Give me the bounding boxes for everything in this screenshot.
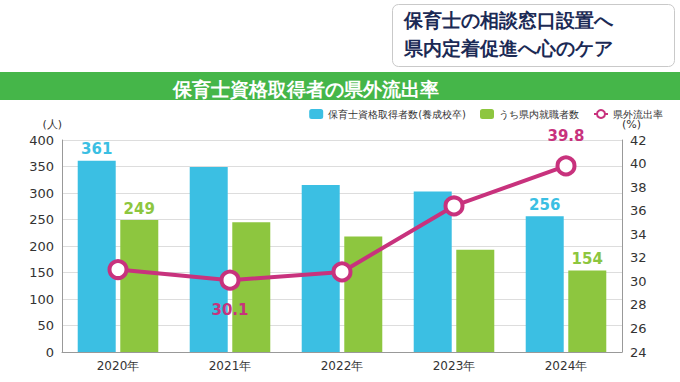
svg-text:うち県内就職者数: うち県内就職者数: [499, 109, 579, 120]
svg-text:34: 34: [630, 227, 647, 242]
svg-text:50: 50: [37, 318, 54, 333]
svg-text:2021年: 2021年: [209, 359, 252, 373]
svg-text:200: 200: [29, 239, 54, 254]
svg-text:400: 400: [29, 133, 54, 148]
svg-text:154: 154: [572, 250, 603, 268]
svg-text:(人): (人): [42, 118, 62, 131]
svg-text:350: 350: [29, 159, 54, 174]
svg-text:2024年: 2024年: [545, 359, 588, 373]
svg-text:42: 42: [630, 133, 647, 148]
svg-text:249: 249: [124, 200, 155, 218]
svg-text:県内定着促進へ心のケア: 県内定着促進へ心のケア: [403, 37, 613, 59]
svg-text:2023年: 2023年: [433, 359, 476, 373]
svg-text:300: 300: [29, 186, 54, 201]
svg-text:250: 250: [29, 212, 54, 227]
svg-text:保育士資格取得者の県外流出率: 保育士資格取得者の県外流出率: [172, 78, 439, 100]
svg-text:100: 100: [29, 292, 54, 307]
svg-text:38: 38: [630, 180, 647, 195]
svg-text:36: 36: [630, 203, 647, 218]
svg-text:39.8: 39.8: [547, 127, 584, 145]
svg-text:150: 150: [29, 265, 54, 280]
svg-text:30.1: 30.1: [211, 301, 248, 319]
svg-text:30: 30: [630, 274, 647, 289]
svg-text:26: 26: [630, 321, 647, 336]
svg-text:24: 24: [630, 345, 647, 360]
svg-text:保育士資格取得者数(養成校卒): 保育士資格取得者数(養成校卒): [328, 109, 466, 120]
svg-text:32: 32: [630, 250, 647, 265]
svg-text:(%): (%): [622, 118, 641, 131]
svg-text:保育士の相談窓口設置へ: 保育士の相談窓口設置へ: [403, 9, 614, 31]
svg-text:40: 40: [630, 156, 647, 171]
svg-text:28: 28: [630, 297, 647, 312]
svg-text:県外流出率: 県外流出率: [613, 109, 663, 120]
svg-text:2020年: 2020年: [97, 359, 140, 373]
svg-text:2022年: 2022年: [321, 359, 364, 373]
svg-text:0: 0: [46, 345, 54, 360]
svg-text:361: 361: [81, 140, 112, 158]
svg-text:256: 256: [529, 196, 560, 214]
